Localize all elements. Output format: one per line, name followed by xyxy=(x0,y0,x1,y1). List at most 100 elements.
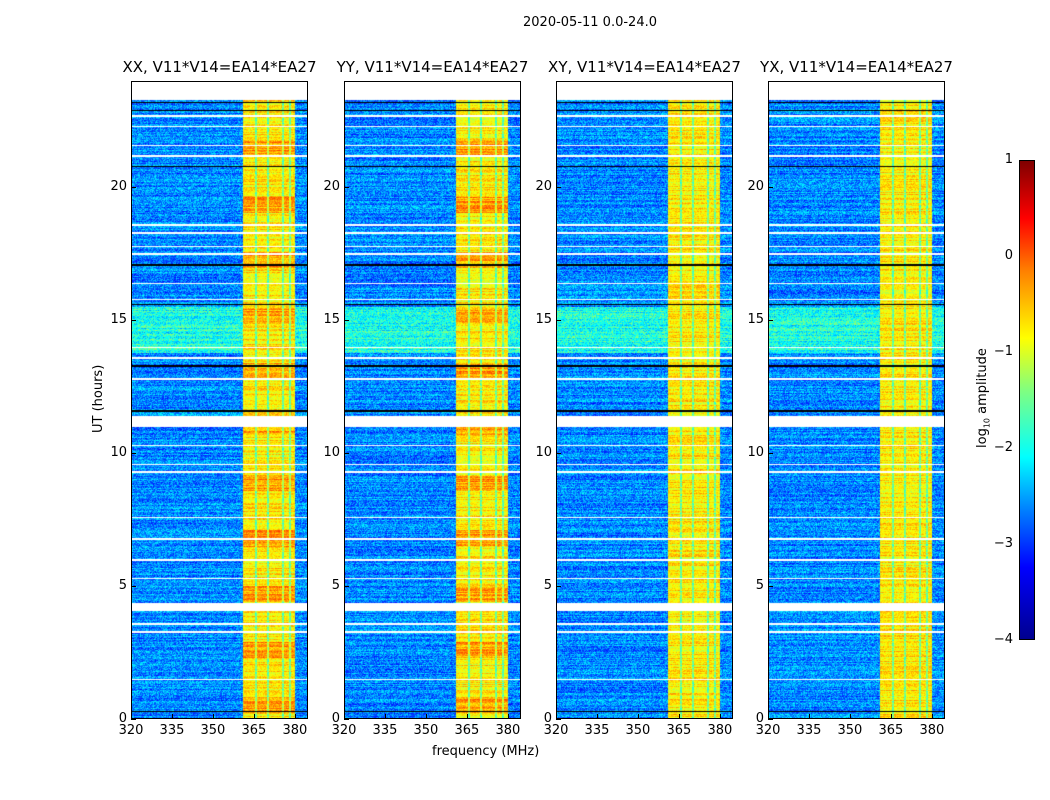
y-tick-mark xyxy=(768,320,773,322)
x-tick-label: 320 xyxy=(543,723,569,738)
panel-title: YX, V11*V14=EA14*EA27 xyxy=(760,58,953,76)
x-tick-mark xyxy=(556,714,557,719)
colorbar-tick-label: 0 xyxy=(1004,248,1013,263)
y-tick-label: 10 xyxy=(535,445,552,461)
y-tick-label: 5 xyxy=(543,578,552,594)
x-tick-mark xyxy=(678,714,680,719)
y-tick-mark xyxy=(556,719,561,720)
y-tick-mark xyxy=(768,187,773,189)
x-tick-label: 380 xyxy=(919,723,945,738)
x-tick-mark xyxy=(253,714,255,719)
y-tick-mark xyxy=(344,320,349,322)
y-tick-mark xyxy=(556,320,561,322)
colorbar-tick-label: −4 xyxy=(993,632,1013,647)
x-tick-mark xyxy=(171,714,173,719)
colorbar-tick-label: 1 xyxy=(1004,152,1013,167)
x-tick-mark xyxy=(849,714,851,719)
colorbar-tick-label: −1 xyxy=(993,344,1013,359)
spectrogram-panel-2 xyxy=(556,81,733,719)
y-tick-mark xyxy=(344,453,349,455)
spectrogram-heatmap xyxy=(132,82,307,718)
y-tick-mark xyxy=(344,719,349,720)
y-tick-label: 0 xyxy=(755,711,764,726)
y-tick-label: 15 xyxy=(535,312,552,328)
x-tick-label: 365 xyxy=(454,723,480,738)
spectrogram-heatmap xyxy=(557,82,732,718)
spectrogram-panel-0 xyxy=(131,81,308,719)
x-tick-mark xyxy=(384,714,386,719)
x-tick-mark xyxy=(131,714,132,719)
x-tick-label: 320 xyxy=(118,723,144,738)
y-tick-label: 5 xyxy=(755,578,764,594)
y-tick-mark xyxy=(131,187,136,189)
colorbar-tick-label: −3 xyxy=(993,536,1013,551)
y-tick-mark xyxy=(556,586,561,588)
y-tick-label: 0 xyxy=(118,711,127,726)
panel-title: YY, V11*V14=EA14*EA27 xyxy=(336,58,529,76)
x-tick-label: 335 xyxy=(584,723,610,738)
x-tick-label: 380 xyxy=(495,723,521,738)
figure-title: 2020-05-11 0.0-24.0 xyxy=(523,15,657,30)
panel-title: XX, V11*V14=EA14*EA27 xyxy=(122,58,317,76)
y-tick-label: 10 xyxy=(323,445,340,461)
colorbar-label: log10 amplitude xyxy=(975,348,992,448)
x-tick-label: 350 xyxy=(837,723,863,738)
y-tick-mark xyxy=(131,719,136,720)
spectrogram-heatmap xyxy=(345,82,520,718)
x-tick-label: 365 xyxy=(878,723,904,738)
x-tick-mark xyxy=(768,714,769,719)
x-tick-label: 350 xyxy=(413,723,439,738)
x-tick-mark xyxy=(344,714,345,719)
x-tick-label: 365 xyxy=(241,723,267,738)
x-tick-label: 350 xyxy=(625,723,651,738)
x-tick-mark xyxy=(890,714,892,719)
y-tick-label: 15 xyxy=(323,312,340,328)
y-tick-mark xyxy=(131,453,136,455)
x-tick-mark xyxy=(294,714,296,719)
y-tick-mark xyxy=(344,187,349,189)
y-tick-label: 10 xyxy=(110,445,127,461)
spectrogram-panel-1 xyxy=(344,81,521,719)
x-tick-mark xyxy=(808,714,810,719)
x-tick-mark xyxy=(425,714,427,719)
spectrogram-heatmap xyxy=(769,82,944,718)
colorbar-tick-label: −2 xyxy=(993,440,1013,455)
colorbar xyxy=(1019,160,1035,640)
x-tick-mark xyxy=(719,714,721,719)
y-tick-label: 15 xyxy=(747,312,764,328)
y-tick-label: 0 xyxy=(331,711,340,726)
x-tick-mark xyxy=(637,714,639,719)
y-tick-label: 10 xyxy=(747,445,764,461)
x-tick-label: 350 xyxy=(200,723,226,738)
y-tick-mark xyxy=(768,719,773,720)
x-tick-label: 335 xyxy=(372,723,398,738)
x-tick-mark xyxy=(212,714,214,719)
y-tick-mark xyxy=(344,586,349,588)
y-tick-mark xyxy=(556,187,561,189)
y-tick-mark xyxy=(768,453,773,455)
y-tick-label: 5 xyxy=(118,578,127,594)
x-tick-label: 335 xyxy=(796,723,822,738)
spectrogram-panel-3 xyxy=(768,81,945,719)
y-tick-label: 20 xyxy=(535,179,552,195)
y-tick-label: 5 xyxy=(331,578,340,594)
y-tick-label: 20 xyxy=(323,179,340,195)
y-tick-mark xyxy=(131,586,136,588)
x-tick-mark xyxy=(596,714,598,719)
x-tick-mark xyxy=(507,714,509,719)
y-tick-mark xyxy=(131,320,136,322)
x-tick-label: 335 xyxy=(159,723,185,738)
panel-title: XY, V11*V14=EA14*EA27 xyxy=(548,58,741,76)
x-axis-label: frequency (MHz) xyxy=(432,744,540,759)
x-tick-mark xyxy=(931,714,933,719)
y-tick-label: 0 xyxy=(543,711,552,726)
y-tick-label: 20 xyxy=(110,179,127,195)
x-tick-label: 380 xyxy=(282,723,308,738)
x-tick-label: 320 xyxy=(331,723,357,738)
y-axis-label: UT (hours) xyxy=(91,364,106,433)
y-tick-mark xyxy=(768,586,773,588)
y-tick-label: 15 xyxy=(110,312,127,328)
y-tick-label: 20 xyxy=(747,179,764,195)
y-tick-mark xyxy=(556,453,561,455)
x-tick-label: 320 xyxy=(755,723,781,738)
